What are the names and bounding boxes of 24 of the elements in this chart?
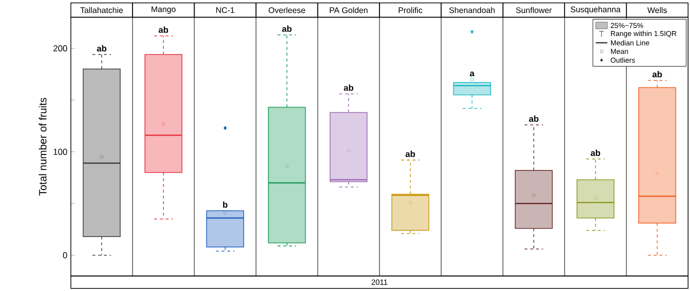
- annotation: ab: [652, 70, 662, 78]
- x-tick-label: Mango: [152, 6, 176, 14]
- annotation: ab: [96, 44, 106, 52]
- x-tick-label: Shenandoah: [449, 6, 495, 13]
- y-tick-label: 200: [54, 45, 68, 52]
- annotation: ab: [406, 150, 415, 157]
- annotation: ab: [529, 115, 538, 122]
- x-tick-label: Prolific: [398, 6, 422, 13]
- y-axis-title: Total number of fruits: [38, 98, 46, 196]
- annotation: b: [223, 201, 228, 208]
- annotation: ab: [282, 25, 292, 32]
- x-tick-label: Sunflower: [516, 6, 552, 13]
- annotation: ab: [344, 84, 354, 91]
- y-tick-label: 100: [54, 148, 68, 155]
- x-tick-label: Overleese: [268, 6, 306, 13]
- x-tick-label: Wells: [647, 6, 667, 13]
- y-tick-label: 0: [62, 252, 68, 258]
- x-tick-label: PA Golden: [330, 6, 368, 13]
- x-tick-label: Susquehanna: [570, 6, 621, 14]
- x-tick-label: Tallahatchie: [80, 6, 123, 13]
- annotation: ab: [590, 149, 600, 156]
- x-tick-label: NC-1: [216, 7, 234, 13]
- annotation: ab: [158, 26, 168, 33]
- annotation: a: [470, 71, 475, 76]
